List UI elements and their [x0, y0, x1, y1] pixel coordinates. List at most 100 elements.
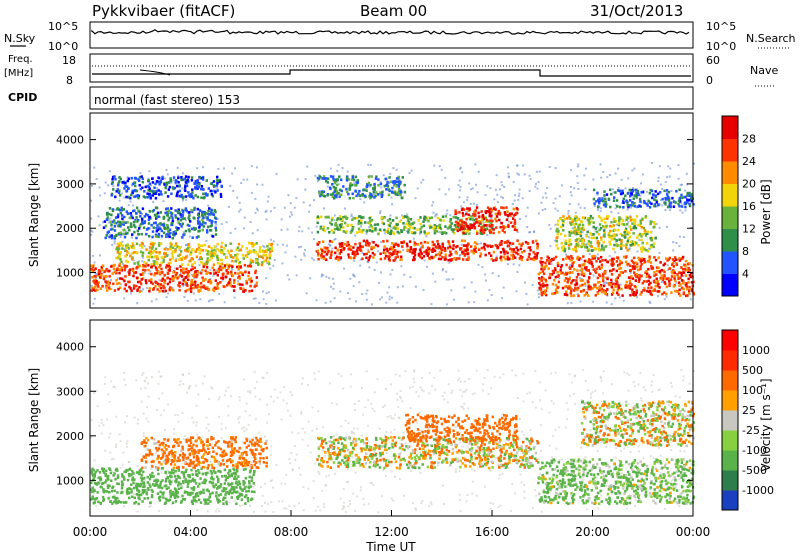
scatter-cell: [275, 464, 278, 467]
data-cell: [253, 250, 256, 254]
data-cell: [369, 223, 372, 227]
scatter-cell: [147, 420, 150, 423]
data-cell: [157, 193, 161, 196]
data-cell: [317, 257, 320, 261]
data-cell: [351, 218, 354, 221]
data-cell: [199, 282, 203, 285]
data-cell: [184, 257, 187, 260]
data-cell: [580, 271, 584, 274]
data-cell: [602, 225, 605, 228]
data-cell: [596, 286, 599, 290]
data-cell: [112, 267, 116, 271]
data-cell: [626, 203, 629, 207]
scatter-cell: [639, 194, 642, 197]
scatter-cell: [676, 497, 679, 500]
data-cell: [333, 197, 336, 200]
scatter-cell: [108, 400, 111, 403]
data-cell: [184, 229, 188, 233]
data-cell: [387, 188, 391, 191]
data-cell: [483, 248, 487, 251]
data-cell: [416, 243, 420, 246]
scatter-cell: [574, 211, 577, 214]
data-cell: [462, 231, 465, 235]
data-cell: [504, 250, 508, 254]
data-cell: [615, 239, 618, 242]
data-cell: [396, 255, 400, 259]
scatter-cell: [236, 196, 239, 199]
data-cell: [576, 255, 580, 259]
data-cell: [154, 182, 157, 186]
scatter-cell: [684, 209, 687, 212]
scatter-cell: [390, 196, 393, 199]
data-cell: [220, 248, 223, 252]
data-cell: [452, 247, 455, 251]
data-cell: [527, 246, 530, 249]
data-cell: [639, 265, 642, 268]
data-cell: [399, 193, 402, 197]
data-cell: [673, 271, 676, 275]
data-cell: [406, 244, 409, 248]
data-cell: [575, 230, 578, 233]
scatter-cell: [544, 208, 547, 211]
y-tick-label: 4000: [56, 134, 84, 147]
data-cell: [543, 292, 547, 296]
data-cell: [169, 277, 172, 281]
data-cell: [207, 250, 210, 253]
data-cell: [480, 218, 484, 222]
data-cell: [225, 269, 228, 272]
data-cell: [151, 230, 155, 233]
data-cell: [187, 249, 190, 252]
data-cell: [595, 236, 598, 240]
data-cell: [232, 256, 235, 259]
data-cell: [151, 177, 154, 180]
scatter-cell: [90, 233, 93, 236]
scatter-cell: [678, 245, 681, 248]
scatter-cell: [419, 232, 422, 235]
data-cell: [601, 259, 604, 262]
data-cell: [554, 268, 557, 272]
data-cell: [589, 241, 593, 244]
data-cell: [165, 183, 168, 186]
data-cell: [119, 223, 122, 226]
data-cell: [330, 240, 334, 244]
data-cell: [255, 276, 258, 279]
data-cell: [343, 246, 346, 250]
scatter-cell: [107, 219, 110, 221]
data-cell: [145, 262, 148, 265]
data-cell: [116, 215, 120, 219]
data-cell: [566, 279, 570, 283]
data-cell: [649, 244, 653, 247]
data-cell: [94, 285, 97, 289]
scatter-cell: [585, 243, 588, 246]
data-cell: [180, 176, 183, 179]
scatter-cell: [526, 303, 529, 306]
data-cell: [666, 259, 669, 262]
data-cell: [365, 230, 369, 233]
data-cell: [163, 286, 166, 290]
data-cell: [223, 285, 227, 289]
data-cell: [617, 222, 621, 225]
data-cell: [160, 229, 163, 233]
data-cell: [655, 201, 658, 204]
data-cell: [194, 250, 198, 253]
data-cell: [640, 191, 643, 194]
data-cell: [395, 216, 398, 220]
scatter-cell: [494, 441, 496, 444]
scatter-cell: [661, 443, 664, 446]
data-cell: [620, 242, 623, 245]
data-cell: [141, 251, 145, 255]
data-cell: [444, 249, 447, 252]
data-cell: [474, 245, 477, 248]
data-cell: [369, 254, 372, 258]
scatter-cell: [179, 246, 182, 249]
data-cell: [132, 189, 135, 193]
scatter-cell: [558, 277, 561, 280]
data-cell: [153, 255, 157, 259]
data-cell: [335, 193, 338, 197]
data-cell: [98, 269, 101, 272]
data-cell: [135, 194, 138, 198]
data-cell: [261, 250, 265, 253]
data-cell: [600, 244, 604, 247]
data-cell: [592, 236, 596, 240]
data-cell: [326, 251, 329, 254]
